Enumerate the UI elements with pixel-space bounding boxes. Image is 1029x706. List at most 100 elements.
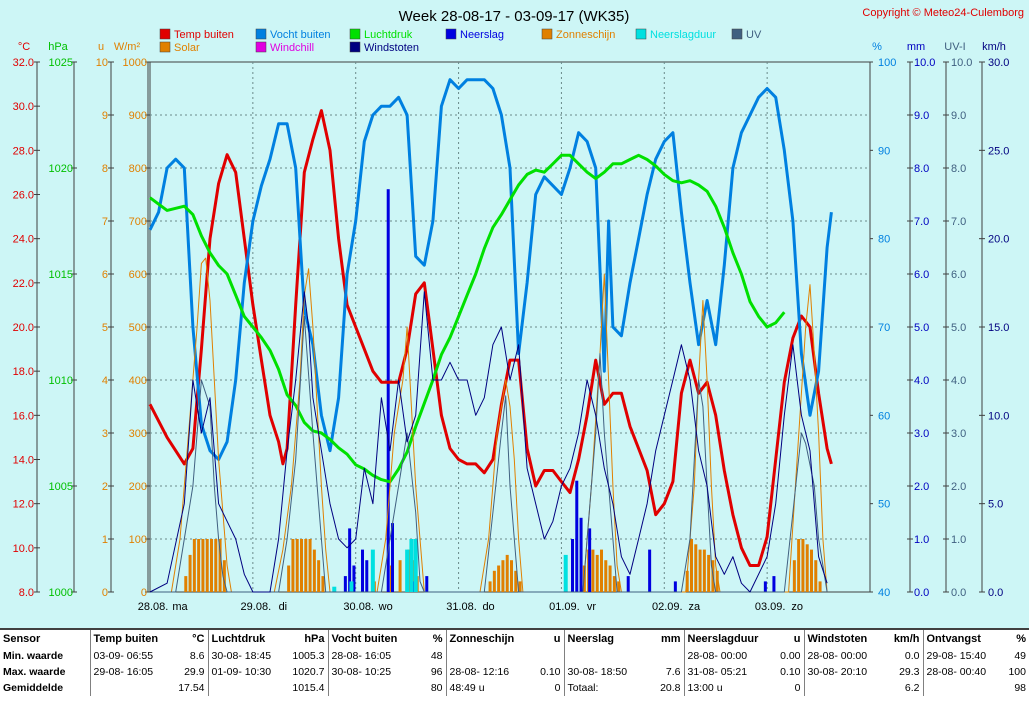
legend-swatch (255, 41, 267, 53)
bar-series (184, 189, 822, 592)
legend-swatch (445, 28, 457, 40)
copyright-text: Copyright © Meteo24-Culemborg (862, 7, 1024, 19)
neerslag-bar (763, 581, 767, 592)
stats-cell-time (207, 680, 288, 696)
zonneschijn-bar (518, 581, 522, 592)
x-axis-day-label: ma (172, 601, 188, 613)
stats-cell-time: 28-08- 00:00 (683, 648, 764, 664)
stats-cell-value (644, 648, 684, 664)
wind-axis-tick-label: 0.0 (988, 587, 1003, 599)
sunshine-axis-tick-label: 0 (102, 587, 108, 599)
stats-cell-time: 30-08- 18:50 (563, 664, 644, 680)
stats-cell-value (524, 648, 564, 664)
stats-cell-time: 30-08- 20:10 (803, 664, 884, 680)
solar-axis-tick-label: 100 (129, 534, 147, 546)
stats-column-unit: mm (660, 633, 681, 645)
stats-column-unit: hPa (304, 633, 325, 645)
pressure-axis-tick-label: 1025 (49, 57, 73, 69)
vocht-buiten-line (148, 78, 833, 461)
zonneschijn-bar (814, 560, 818, 592)
solar-axis-tick-label: 400 (129, 375, 147, 387)
chart-legend: Temp buiten Vocht buiten Luchtdruk Neerslag… (159, 28, 762, 54)
pressure-axis-tick-label: 1000 (49, 587, 73, 599)
stats-cell-time: 28-08- 00:00 (803, 648, 884, 664)
zonneschijn-bar (295, 539, 299, 592)
legend-swatch (541, 28, 553, 40)
neerslag-bar (391, 523, 394, 592)
temp-axis-tick-label: 18.0 (13, 366, 34, 378)
uv-axis-tick-label: 9.0 (951, 110, 966, 122)
solar-axis-tick-label: 1000 (123, 57, 147, 69)
zonneschijn-bar (398, 560, 402, 592)
uv-axis-tick-label: 4.0 (951, 375, 966, 387)
stats-column-header: Temp buiten (89, 630, 168, 648)
sunshine-axis-tick-label: 3 (102, 428, 108, 440)
zonneschijn-bar (492, 570, 496, 592)
x-axis-date-label: 30.08. (343, 601, 374, 613)
temp-axis-tick-label: 20.0 (13, 322, 34, 334)
rain-axis-tick-label: 2.0 (914, 481, 929, 493)
stats-column-header: Neerslag (563, 630, 644, 648)
sunshine-axis-tick-label: 9 (102, 110, 108, 122)
stats-column-header: Zonneschijn (445, 630, 524, 648)
stats-row-label: Gemiddelde (3, 682, 64, 694)
zonneschijn-bar (810, 549, 813, 592)
rain-axis-tick-label: 9.0 (914, 110, 929, 122)
zonneschijn-bar (698, 549, 702, 592)
stats-cell-value: 0 (554, 682, 561, 694)
stats-cell-time: 28-08- 12:16 (445, 664, 524, 680)
rain-axis-tick-label: 7.0 (914, 216, 929, 228)
legend-label: Neerslag (460, 29, 504, 41)
zonneschijn-bar (604, 560, 608, 592)
stats-column-unit: % (432, 633, 443, 645)
stats-cell-time (922, 680, 999, 696)
neerslag-bar (575, 480, 579, 592)
stats-cell-value: 1020.7 (292, 666, 325, 678)
wind-axis-tick-label: 15.0 (988, 322, 1009, 334)
legend-swatch (255, 28, 267, 40)
pressure-axis-unit: hPa (48, 41, 68, 53)
zonneschijn-bar (210, 539, 213, 592)
stats-column-header: Luchtdruk (207, 630, 288, 648)
wind-axis-unit: km/h (982, 41, 1006, 53)
stats-column-header: Ontvangst (922, 630, 999, 648)
zonneschijn-bar (308, 539, 312, 592)
rain-axis-tick-label: 3.0 (914, 428, 929, 440)
zonneschijn-bar (600, 549, 603, 592)
zonneschijn-bar (715, 570, 719, 592)
zonneschijn-bar (497, 565, 501, 592)
stats-cell-value: 0.0 (904, 650, 920, 662)
zonneschijn-bar (205, 539, 209, 592)
neerslag-bar (772, 576, 776, 592)
rain-axis-tick-label: 5.0 (914, 322, 929, 334)
x-axis-day-label: di (279, 601, 288, 613)
wind-axis-tick-label: 10.0 (988, 410, 1009, 422)
humidity-axis-tick-label: 60 (878, 410, 890, 422)
stats-cell-time (327, 680, 406, 696)
stats-cell-value: 80 (430, 682, 443, 694)
legend-label: Solar (174, 42, 200, 54)
humidity-axis-tick-label: 80 (878, 234, 890, 246)
stats-cell-time: 13:00 u (683, 680, 764, 696)
chart-axes: °C32.030.028.026.024.022.020.018.016.014… (13, 41, 1010, 599)
temp-axis-tick-label: 8.0 (19, 587, 34, 599)
stats-cell-time (445, 648, 524, 664)
x-axis-date-label: 03.09. (755, 601, 786, 613)
x-axis-day-label: vr (587, 601, 597, 613)
temp-axis-tick-label: 24.0 (13, 234, 34, 246)
stats-row-label: Max. waarde (3, 666, 66, 678)
humidity-axis-tick-label: 50 (878, 499, 890, 511)
temp-axis-tick-label: 28.0 (13, 145, 34, 157)
neerslagduur-bar (563, 554, 568, 592)
x-axis-day-label: za (688, 601, 701, 613)
zonneschijn-bar (188, 554, 192, 592)
stats-cell-value: 7.6 (665, 666, 681, 678)
stats-cell-time: 01-09- 10:30 (207, 664, 288, 680)
x-axis-date-label: 28.08. (138, 601, 169, 613)
temp-axis-tick-label: 30.0 (13, 101, 34, 113)
neerslag-bar (588, 528, 592, 592)
uv-axis-tick-label: 5.0 (951, 322, 966, 334)
zonneschijn-bar (792, 560, 796, 592)
rain-axis-tick-label: 6.0 (914, 269, 929, 281)
stats-column-header: Windstoten (803, 630, 884, 648)
